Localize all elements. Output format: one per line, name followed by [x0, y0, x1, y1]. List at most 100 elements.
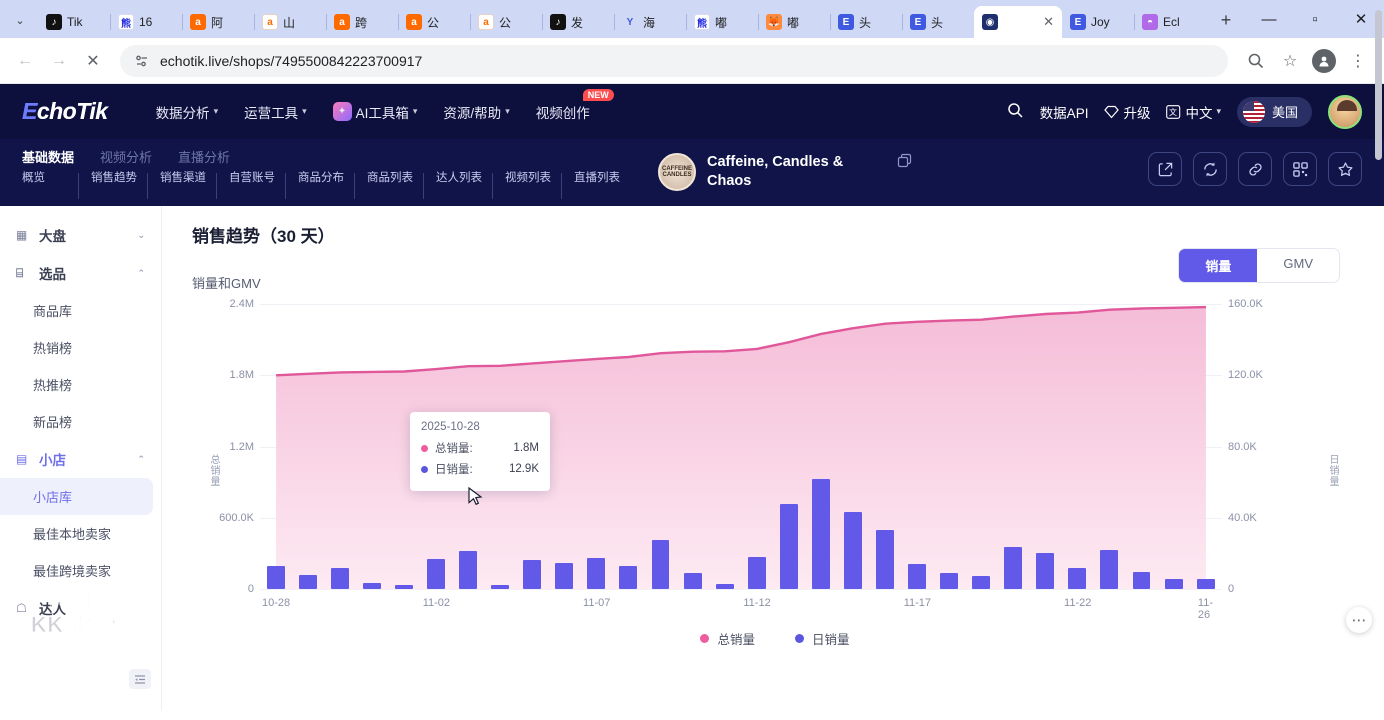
chart-bar[interactable] [395, 585, 413, 589]
scrollbar-thumb[interactable] [1375, 10, 1382, 160]
subnav-tab-0[interactable]: 基础数据 [22, 150, 75, 165]
qr-code-icon[interactable] [1283, 152, 1317, 186]
address-bar[interactable]: echotik.live/shops/7495500842223700917 [120, 44, 1228, 77]
upgrade-link[interactable]: 升级 [1104, 102, 1150, 122]
chart-bar[interactable] [1068, 567, 1087, 589]
sidebar-item-1-3[interactable]: 新品榜 [33, 415, 73, 430]
sidebar-group-2[interactable]: ▤ 小店 ⌃ [0, 440, 161, 478]
toggle-sales[interactable]: 销量 [1179, 249, 1258, 282]
subnav-link-3[interactable]: 自营账号 [229, 172, 275, 184]
sidebar-item-1-0[interactable]: 商品库 [33, 304, 73, 319]
chart-bar[interactable] [523, 559, 542, 589]
chart-bar[interactable] [1036, 553, 1055, 589]
language-switcher[interactable]: 文 中文 ▾ [1166, 102, 1221, 122]
sidebar-group-3[interactable]: ☖ 达人 [0, 589, 161, 627]
chart-bar[interactable] [843, 512, 862, 589]
subnav-link-7[interactable]: 视频列表 [505, 172, 551, 184]
chart-bar[interactable] [1164, 579, 1183, 589]
nav-item-0[interactable]: 数据分析 ▾ [156, 102, 219, 122]
subnav-link-4[interactable]: 商品分布 [298, 172, 344, 184]
user-avatar[interactable] [1328, 94, 1362, 129]
toggle-gmv[interactable]: GMV [1257, 249, 1339, 282]
sidebar-item-1-2[interactable]: 热推榜 [33, 378, 73, 393]
sidebar-item-2-0[interactable]: 小店库 [0, 478, 153, 515]
nav-item-3[interactable]: 资源/帮助 ▾ [443, 102, 509, 122]
site-info-icon[interactable] [134, 53, 150, 69]
chart-bar[interactable] [427, 558, 446, 589]
subnav-link-5[interactable]: 商品列表 [367, 172, 413, 184]
subnav-tab-1[interactable]: 视频分析 [100, 150, 153, 165]
sidebar-group-1[interactable]: ⌸ 选品 ⌃ [0, 254, 161, 292]
chart-bar[interactable] [491, 585, 510, 589]
chart-bar[interactable] [908, 564, 927, 589]
search-icon[interactable] [1007, 102, 1024, 122]
nav-item-4[interactable]: 视频创作 NEW [536, 88, 614, 122]
back-button[interactable]: ← [17, 51, 33, 69]
nav-item-2[interactable]: ✦ AI工具箱 ▾ [332, 102, 417, 122]
tab-item[interactable]: 🦊 嘟 [758, 6, 830, 38]
stop-loading-button[interactable]: ✕ [86, 52, 100, 70]
page-scrollbar[interactable] [1375, 0, 1382, 505]
chart-bar[interactable] [811, 479, 830, 589]
tab-item[interactable]: ◓ Ecl [1134, 6, 1206, 38]
zoom-icon[interactable] [1240, 45, 1272, 77]
chart-bar[interactable] [266, 566, 285, 589]
legend-item-daily[interactable]: 日销量 [795, 629, 850, 648]
tab-item[interactable]: 熊 16 [110, 6, 182, 38]
chart-bar[interactable] [779, 503, 798, 589]
echotik-logo[interactable]: EchoTik [22, 98, 108, 124]
chart-bar[interactable] [330, 568, 349, 589]
collapse-sidebar-icon[interactable] [129, 669, 151, 689]
chart-bar[interactable] [555, 562, 574, 589]
chart-bar[interactable] [1196, 578, 1215, 589]
sidebar-group-0[interactable]: ▦ 大盘 ⌄ [0, 216, 161, 254]
chart-bar[interactable] [940, 573, 959, 589]
browser-menu-icon[interactable]: ⋮ [1350, 52, 1366, 70]
data-api-link[interactable]: 数据API [1039, 105, 1089, 121]
chart-bar[interactable] [1132, 571, 1151, 589]
chart-bar[interactable] [1004, 546, 1023, 589]
sidebar-item-1-1[interactable]: 热销榜 [33, 341, 73, 356]
minimize-button[interactable]: — [1261, 10, 1277, 28]
subnav-link-6[interactable]: 达人列表 [436, 172, 482, 184]
subnav-link-2[interactable]: 销售渠道 [160, 172, 206, 184]
maximize-button[interactable]: ▫ [1312, 10, 1318, 28]
nav-item-1[interactable]: 运营工具 ▾ [244, 102, 307, 122]
chart-bar[interactable] [298, 575, 317, 589]
tab-item[interactable]: E Joy [1062, 6, 1134, 38]
tab-active[interactable]: ◉ ✕ [974, 6, 1062, 38]
subnav-link-8[interactable]: 直播列表 [574, 172, 620, 184]
chart-bar[interactable] [1100, 549, 1119, 589]
chart-bar[interactable] [459, 550, 478, 589]
chart-bar[interactable] [651, 539, 670, 589]
tab-item[interactable]: ♪ 发 [542, 6, 614, 38]
chart-bar[interactable] [876, 529, 894, 589]
forward-button[interactable]: → [51, 51, 67, 69]
profile-avatar-icon[interactable] [1308, 45, 1340, 77]
tab-close-icon[interactable]: ✕ [1043, 14, 1054, 29]
subnav-tab-2[interactable]: 直播分析 [178, 150, 231, 165]
chart-bar[interactable] [747, 557, 766, 589]
star-icon[interactable] [1328, 152, 1362, 186]
tab-item[interactable]: ♪ Tik [38, 6, 110, 38]
chart-bar[interactable] [683, 572, 702, 589]
new-tab-button[interactable]: + [1220, 9, 1232, 30]
subnav-link-0[interactable]: 概览 [22, 172, 45, 184]
more-options-icon[interactable]: ⋯ [1346, 607, 1372, 633]
close-window-button[interactable]: ✕ [1354, 11, 1368, 28]
legend-item-total[interactable]: 总销量 [700, 629, 755, 648]
chart-plot-area[interactable] [260, 304, 1222, 590]
chart-bar[interactable] [715, 583, 734, 589]
chart-bar[interactable] [362, 582, 381, 589]
external-link-icon[interactable] [1148, 152, 1182, 186]
chart-bar[interactable] [587, 558, 606, 589]
bookmark-star-icon[interactable]: ☆ [1282, 52, 1298, 70]
link-icon[interactable] [1238, 152, 1272, 186]
